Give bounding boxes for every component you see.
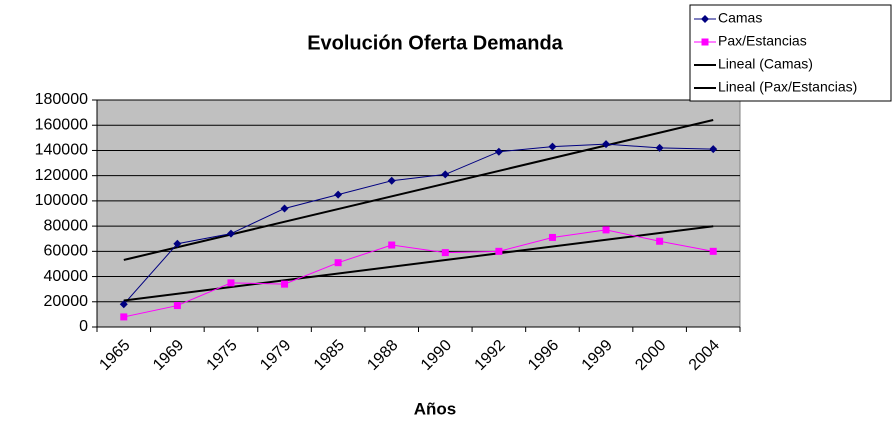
legend: Camas Pax/Estancias Lineal (Camas) Lineal (… — [689, 4, 892, 102]
y-tick-label: 160000 — [35, 116, 88, 133]
y-tick-label: 80000 — [44, 217, 89, 234]
marker — [495, 247, 503, 255]
legend-label: Pax/Estancias — [718, 33, 807, 49]
legend-box — [689, 4, 892, 102]
trendline — [123, 118, 714, 261]
marker — [388, 241, 396, 249]
y-tick-label: 140000 — [35, 142, 88, 159]
marker — [387, 176, 396, 185]
legend-label: Lineal (Camas) — [718, 56, 813, 72]
plot-area — [96, 99, 741, 328]
marker — [120, 313, 128, 321]
marker — [226, 229, 235, 238]
marker — [441, 249, 449, 257]
legend-marker — [701, 15, 709, 23]
marker — [281, 280, 289, 288]
y-tick-label: 0 — [79, 318, 88, 335]
legend-label: Lineal (Pax/Estancias) — [718, 79, 857, 95]
marker — [655, 143, 664, 152]
y-tick-label: 20000 — [44, 293, 89, 310]
marker — [334, 190, 343, 199]
marker — [548, 142, 557, 151]
marker — [602, 140, 611, 149]
marker — [602, 226, 610, 234]
y-tick-label: 60000 — [44, 243, 89, 260]
marker — [119, 300, 128, 309]
legend-label: Camas — [718, 10, 762, 26]
marker — [709, 145, 718, 154]
marker — [709, 247, 717, 255]
x-axis-title: Años — [414, 399, 457, 418]
y-tick-label: 40000 — [44, 268, 89, 285]
marker — [334, 259, 342, 267]
marker — [494, 147, 503, 156]
marker — [441, 170, 450, 179]
marker — [173, 239, 182, 248]
series-line — [123, 143, 714, 305]
marker — [280, 204, 289, 213]
legend-marker — [701, 38, 709, 46]
y-tick-label: 180000 — [35, 91, 88, 108]
series-line — [123, 229, 714, 318]
marker — [656, 237, 664, 245]
chart-title: Evolución Oferta Demanda — [307, 32, 563, 54]
marker — [548, 233, 556, 241]
trendline — [123, 225, 714, 302]
marker — [227, 279, 235, 287]
y-tick-label: 120000 — [35, 167, 88, 184]
marker — [173, 302, 181, 310]
y-tick-label: 100000 — [35, 192, 88, 209]
